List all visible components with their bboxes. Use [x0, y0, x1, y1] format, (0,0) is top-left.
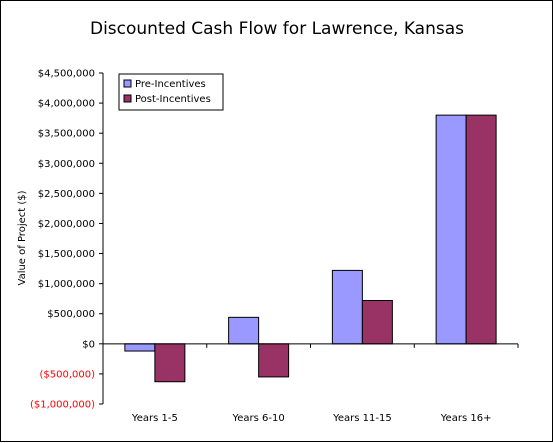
legend: Pre-Incentives Post-Incentives	[118, 73, 224, 111]
y-tick-label: $4,500,000	[38, 69, 95, 80]
bar-pre-incentives-4	[435, 114, 467, 345]
legend-label: Post-Incentives	[135, 94, 211, 105]
y-tick-label: $1,500,000	[38, 249, 95, 260]
y-tick-label: $4,000,000	[38, 99, 95, 110]
x-tick-label: Years 11-15	[332, 413, 392, 424]
y-tick-label: $2,000,000	[38, 219, 95, 230]
bar-post-incentives-3	[361, 299, 393, 345]
bar-pre-incentives-1	[124, 343, 156, 352]
y-tick-label: ($1,000,000)	[30, 400, 95, 411]
bar-pre-incentives-3	[331, 269, 363, 345]
y-tick-label: ($500,000)	[39, 369, 95, 380]
legend-label: Pre-Incentives	[135, 79, 206, 90]
bar-pre-incentives-2	[228, 316, 260, 345]
x-tick-label: Years 6-10	[231, 413, 284, 424]
legend-swatch	[123, 94, 132, 103]
legend-box	[118, 73, 224, 111]
y-tick-label: $500,000	[47, 309, 95, 320]
y-tick-label: $1,000,000	[38, 279, 95, 290]
y-tick-label: $3,000,000	[38, 159, 95, 170]
chart-title: Discounted Cash Flow for Lawrence, Kansa…	[90, 19, 464, 39]
bar-post-incentives-2	[258, 343, 290, 378]
y-tick-label: $3,500,000	[38, 129, 95, 140]
x-tick-label: Years 16+	[440, 413, 492, 424]
plot-area: $4,500,000 $4,000,000 $3,500,000 $3,000,000…	[30, 69, 519, 424]
legend-swatch	[123, 79, 132, 88]
bar-post-incentives-1	[154, 343, 186, 383]
y-tick-label: $2,500,000	[38, 189, 95, 200]
y-axis-label: Value of Project ($)	[17, 190, 28, 285]
bar-post-incentives-4	[465, 114, 497, 345]
y-tick-label: $0	[82, 339, 95, 350]
x-tick-label: Years 1-5	[131, 413, 178, 424]
